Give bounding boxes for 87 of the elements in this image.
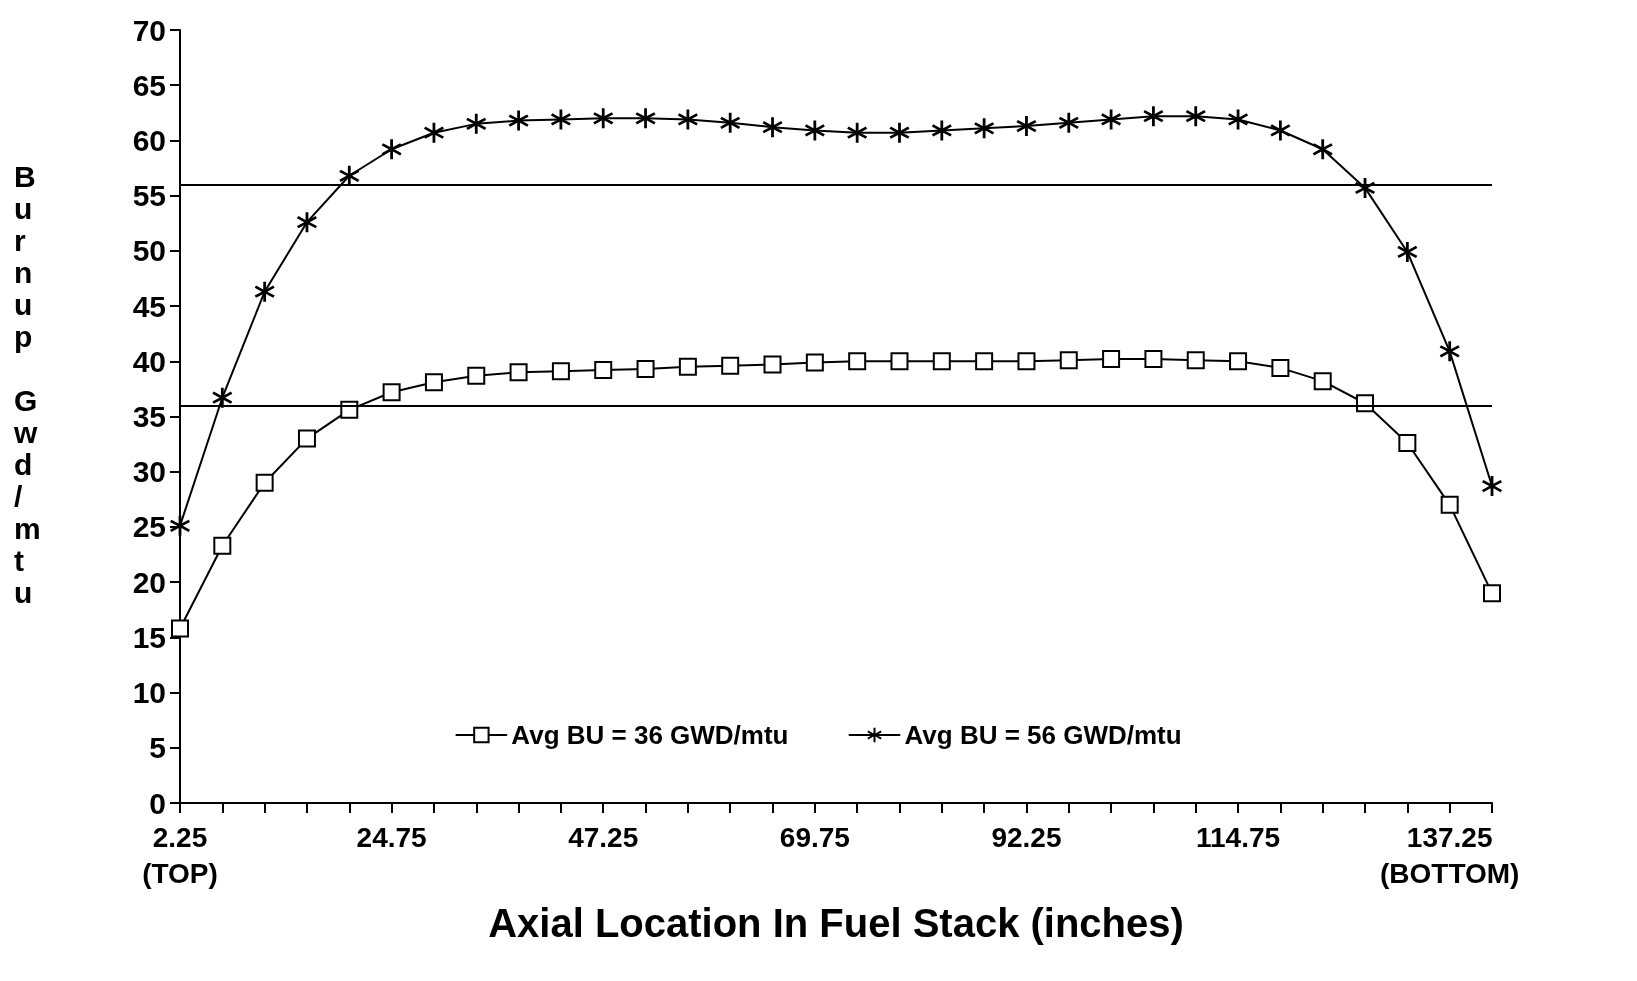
point [720, 112, 741, 133]
y-tick-label: 30 [132, 455, 166, 489]
legend-label: Avg BU = 36 GWD/mtu [511, 720, 789, 750]
point [297, 429, 316, 448]
x-tick-label: 69.75 [779, 821, 850, 853]
point [974, 118, 995, 139]
point [804, 120, 825, 141]
x-tick-label: 92.25 [991, 821, 1062, 853]
point [932, 352, 951, 371]
point [1143, 106, 1164, 127]
point [1102, 350, 1121, 369]
point [254, 281, 275, 302]
point [509, 363, 528, 382]
point [1397, 241, 1418, 262]
point [1017, 352, 1036, 371]
point [170, 515, 190, 536]
point [1185, 106, 1206, 127]
point [847, 122, 868, 143]
point [382, 383, 401, 402]
point [890, 352, 909, 371]
point [678, 357, 697, 376]
point [171, 619, 189, 638]
x-tick-label: 24.75 [356, 821, 427, 853]
point [551, 362, 570, 381]
y-tick-label: 15 [132, 620, 166, 654]
point [593, 108, 614, 129]
point [423, 122, 444, 143]
point [255, 473, 274, 492]
point [763, 355, 782, 374]
point [1270, 120, 1291, 141]
point [467, 366, 486, 385]
y-tick-label: 0 [149, 786, 166, 820]
y-tick-label: 10 [132, 676, 166, 710]
point [424, 373, 443, 392]
point [975, 352, 994, 371]
point [636, 360, 655, 379]
point [1271, 358, 1290, 377]
x-tick-label: 137.25 (BOTTOM) [1379, 821, 1520, 889]
point [1313, 372, 1332, 391]
y-tick-label: 5 [149, 731, 166, 765]
y-tick-label: 40 [132, 344, 166, 378]
point [1483, 584, 1501, 603]
point [889, 122, 910, 143]
point [466, 113, 487, 134]
point [508, 110, 529, 131]
x-tick-label: 114.75 [1196, 821, 1281, 853]
point [1101, 109, 1122, 130]
point [296, 212, 317, 233]
point [1228, 109, 1249, 130]
point [805, 353, 824, 372]
x-axis-title: Axial Location In Fuel Stack (inches) [488, 901, 1184, 945]
point [1144, 350, 1163, 369]
y-tick-label: 70 [132, 13, 166, 47]
point [1186, 351, 1205, 370]
point [1059, 351, 1078, 370]
point [550, 109, 571, 130]
point [1058, 112, 1079, 133]
x-tick-label: 2.25 (TOP) [142, 821, 218, 889]
point [339, 165, 360, 186]
point [212, 387, 233, 408]
point [762, 117, 783, 138]
x-tick-label: 47.25 [568, 821, 639, 853]
point [381, 139, 402, 160]
y-tick-label: 35 [132, 400, 166, 433]
point [1016, 116, 1037, 137]
point [1398, 434, 1417, 452]
point [931, 120, 952, 141]
y-tick-label: 25 [132, 510, 166, 544]
point [721, 356, 740, 375]
y-tick-label: 55 [132, 179, 166, 213]
point [1440, 495, 1459, 514]
point [213, 536, 232, 555]
y-tick-label: 50 [132, 234, 166, 268]
y-tick-label: 65 [132, 68, 166, 102]
point [677, 109, 698, 130]
text: Burnup Gwd/mtu [14, 159, 41, 609]
point [1312, 139, 1333, 160]
point [594, 361, 613, 380]
point [1229, 352, 1248, 371]
y-tick-label: 60 [132, 123, 166, 157]
y-tick-label: 20 [132, 565, 166, 599]
point [848, 352, 867, 371]
legend-label: Avg BU = 56 GWD/mtu [904, 720, 1182, 750]
point [1439, 341, 1460, 362]
point [1482, 476, 1502, 497]
point [635, 108, 656, 129]
y-tick-label: 45 [132, 289, 166, 323]
